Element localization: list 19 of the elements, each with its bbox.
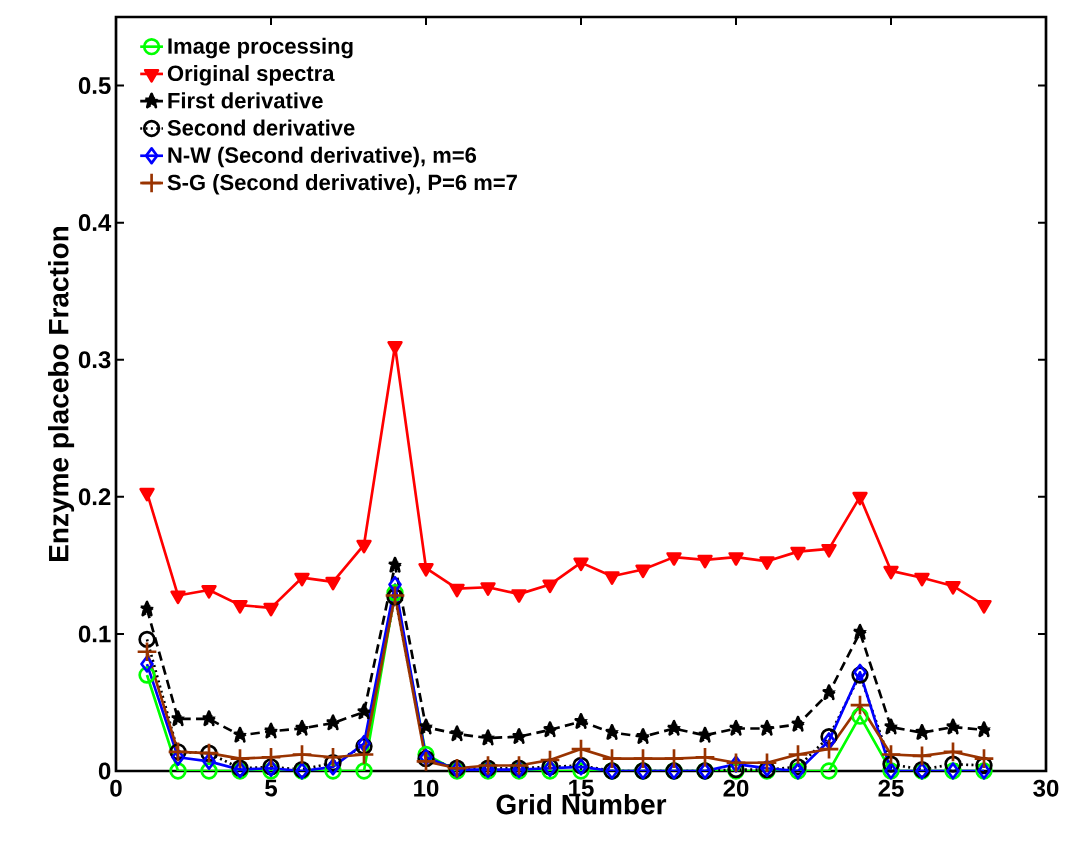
y-tick-label: 0.1 — [78, 625, 111, 643]
legend-label: Second derivative — [167, 119, 355, 136]
x-tick-label: 20 — [723, 779, 749, 797]
y-tick-label: 0.2 — [78, 488, 111, 506]
y-tick-label: 0.3 — [78, 351, 111, 369]
x-tick-label: 30 — [1033, 779, 1059, 797]
x-tick-label: 25 — [878, 779, 904, 797]
y-tick-label: 0.5 — [78, 77, 111, 95]
x-tick-label: 5 — [265, 779, 278, 797]
y-tick-label: 0 — [98, 762, 111, 780]
x-tick-label: 10 — [414, 779, 439, 797]
legend-label: Image processing — [168, 37, 353, 59]
x-tick-label: 0 — [110, 779, 122, 797]
legend-label: First derivative — [168, 92, 323, 109]
y-tick-label: 0.4 — [78, 214, 112, 232]
legend-label: S-G (Second derivative), P=6 m=7 — [167, 174, 517, 195]
y-axis-title: Enzyme placebo Fraction — [48, 226, 75, 561]
legend-label: Original spectra — [167, 64, 335, 86]
legend-label: N-W (Second derivative), m=6 — [168, 146, 477, 168]
